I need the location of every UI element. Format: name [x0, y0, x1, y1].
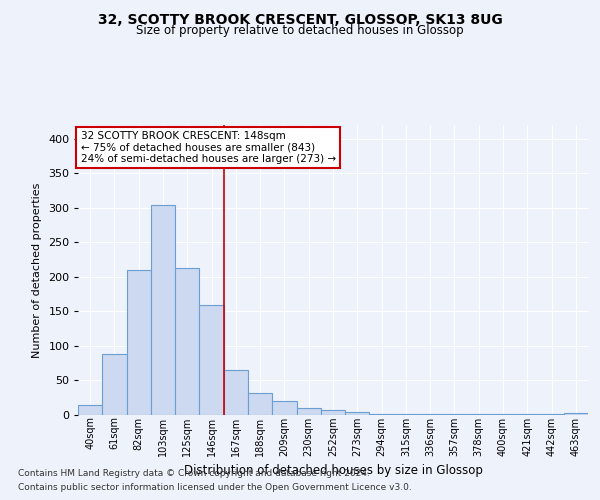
Bar: [345, 412, 370, 415]
Bar: [78, 404, 102, 415]
Bar: [272, 401, 296, 415]
Bar: [467, 414, 491, 415]
Bar: [321, 410, 345, 415]
Bar: [224, 370, 248, 415]
Bar: [370, 414, 394, 415]
Bar: [442, 414, 467, 415]
Bar: [539, 414, 564, 415]
Bar: [102, 354, 127, 415]
Bar: [564, 413, 588, 415]
Bar: [418, 414, 442, 415]
Y-axis label: Number of detached properties: Number of detached properties: [32, 182, 41, 358]
Bar: [296, 408, 321, 415]
X-axis label: Distribution of detached houses by size in Glossop: Distribution of detached houses by size …: [184, 464, 482, 477]
Bar: [248, 393, 272, 415]
Bar: [491, 414, 515, 415]
Text: Size of property relative to detached houses in Glossop: Size of property relative to detached ho…: [136, 24, 464, 37]
Bar: [394, 414, 418, 415]
Bar: [199, 304, 224, 415]
Text: 32 SCOTTY BROOK CRESCENT: 148sqm
← 75% of detached houses are smaller (843)
24% : 32 SCOTTY BROOK CRESCENT: 148sqm ← 75% o…: [80, 131, 335, 164]
Text: Contains public sector information licensed under the Open Government Licence v3: Contains public sector information licen…: [18, 484, 412, 492]
Bar: [127, 270, 151, 415]
Bar: [151, 205, 175, 415]
Bar: [175, 268, 199, 415]
Text: 32, SCOTTY BROOK CRESCENT, GLOSSOP, SK13 8UG: 32, SCOTTY BROOK CRESCENT, GLOSSOP, SK13…: [98, 12, 502, 26]
Bar: [515, 414, 539, 415]
Text: Contains HM Land Registry data © Crown copyright and database right 2024.: Contains HM Land Registry data © Crown c…: [18, 468, 370, 477]
